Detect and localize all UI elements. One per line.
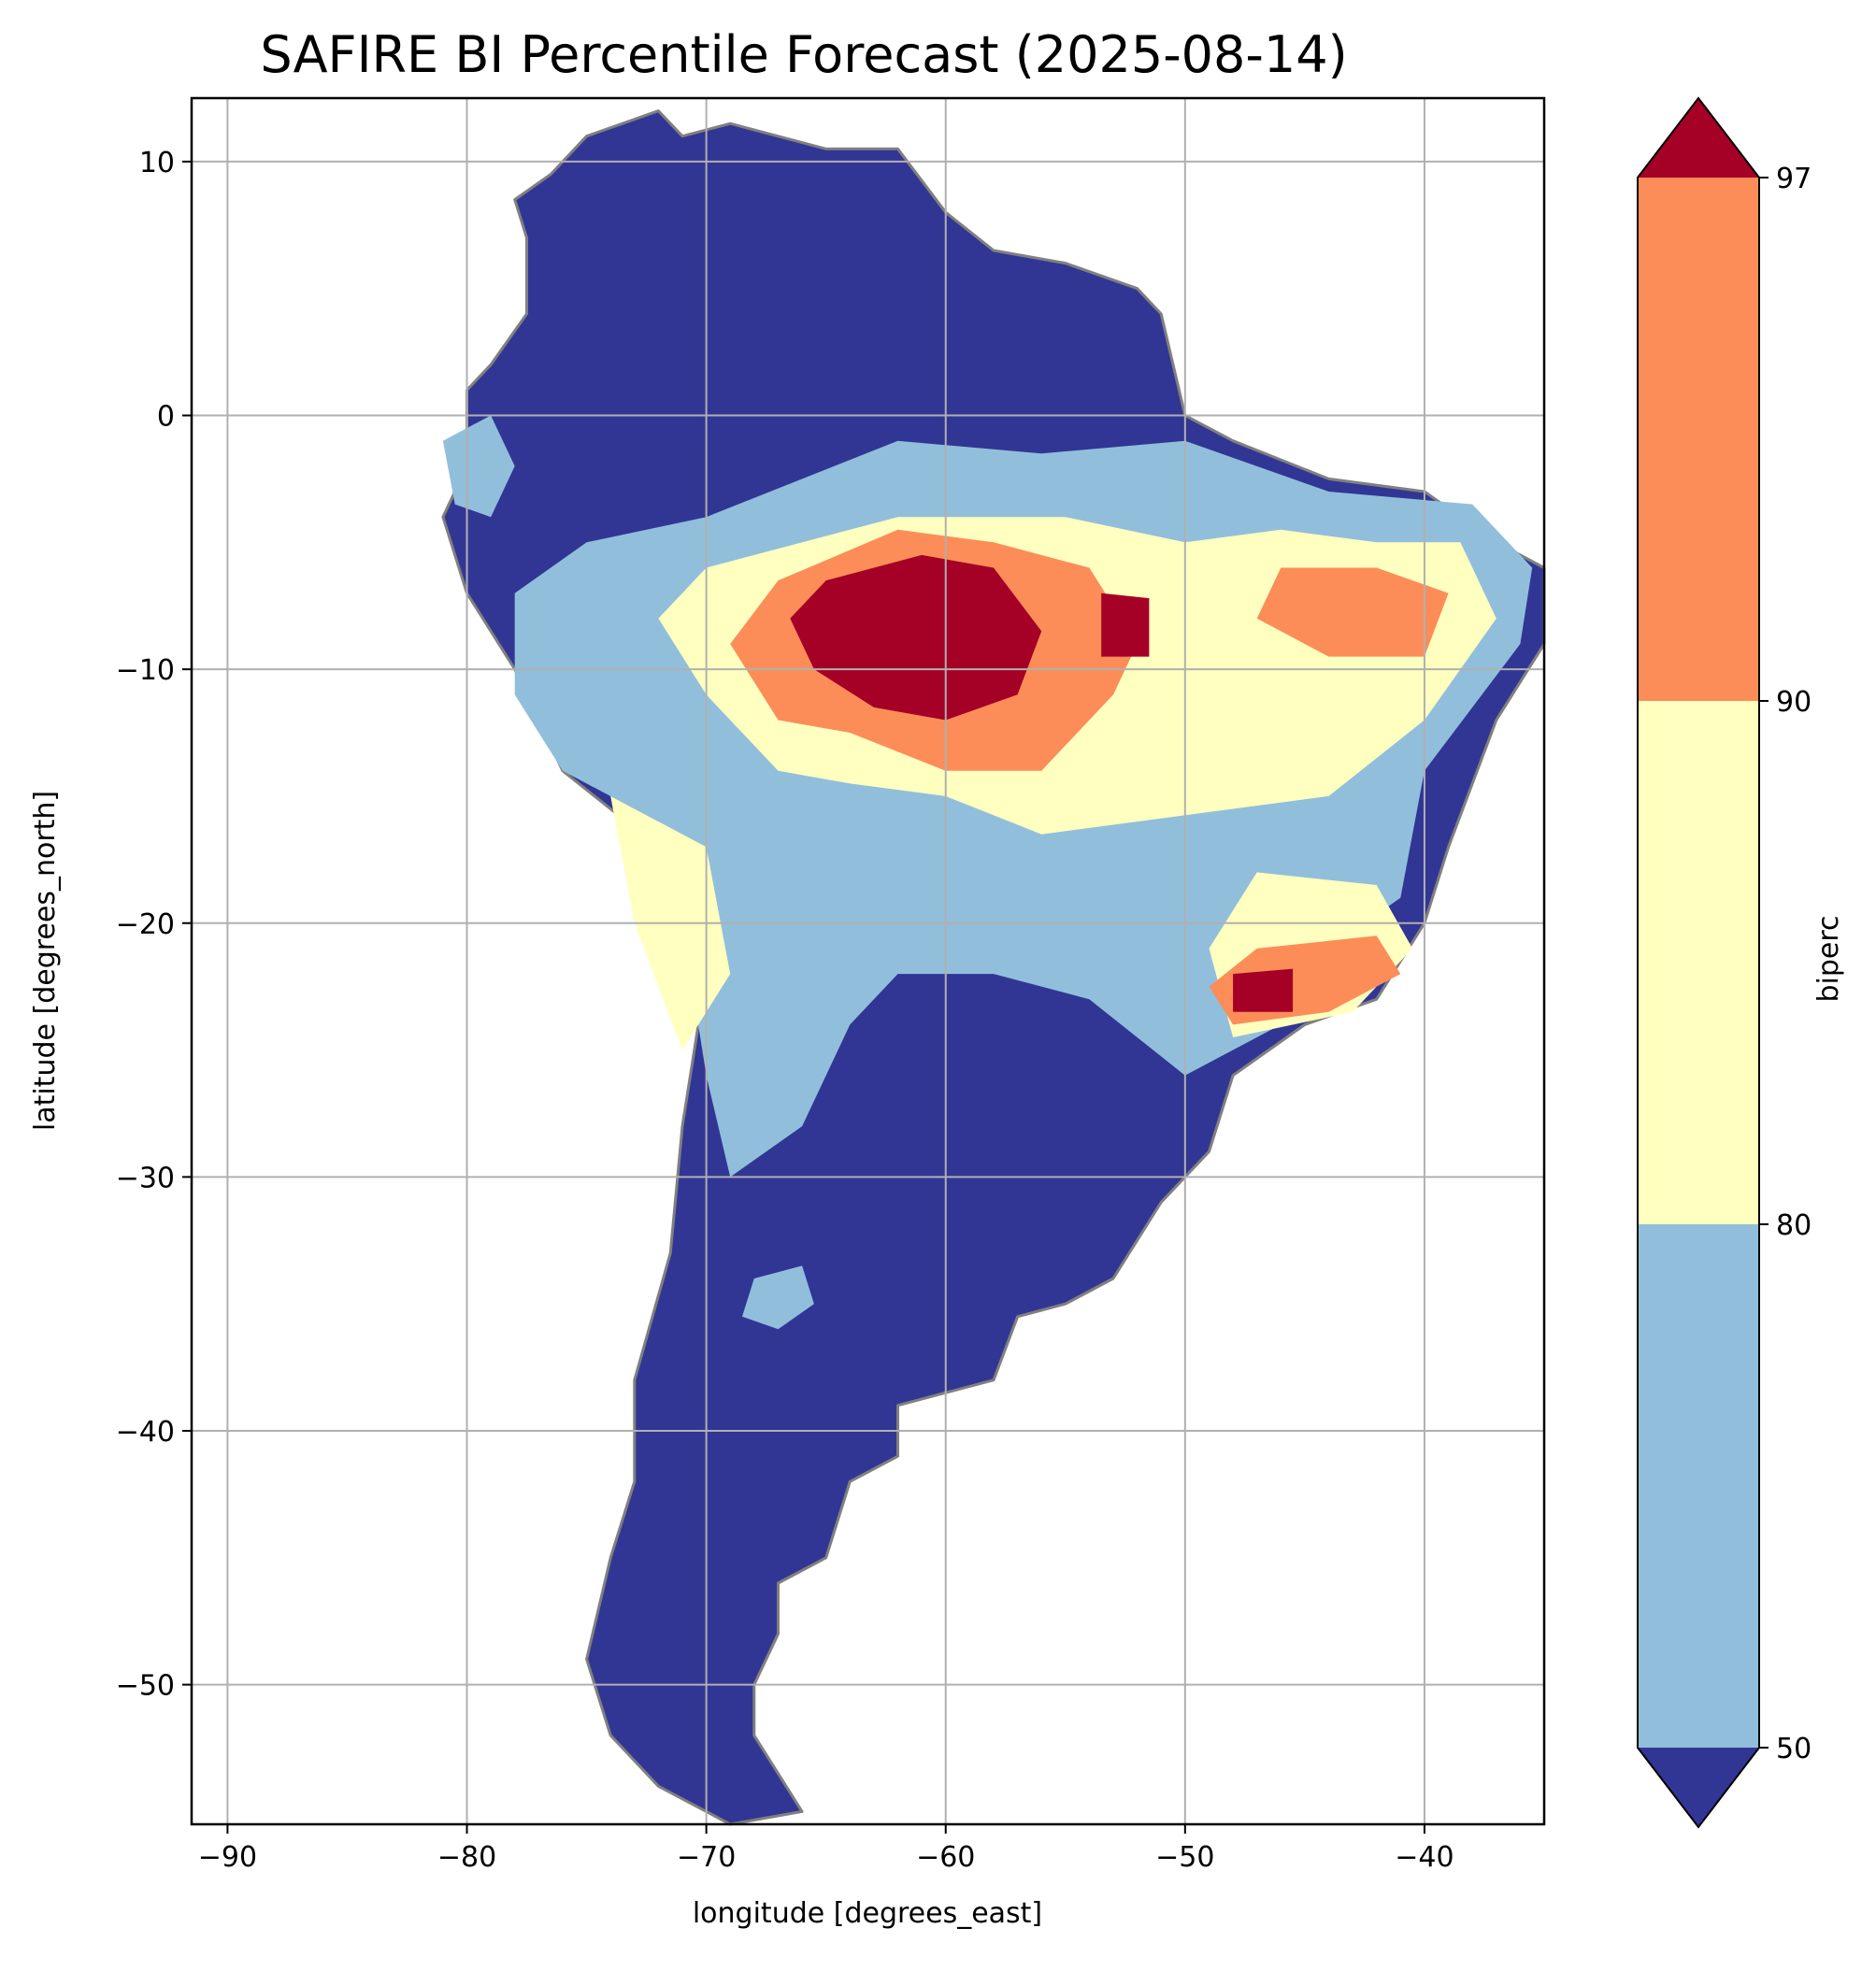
colorbar-tick-label: 97 (1776, 163, 1812, 195)
region-90-97-7 (1256, 567, 1449, 657)
colorbar-bin-2 (1638, 701, 1759, 1224)
colorbar-tick-label: 80 (1776, 1209, 1812, 1242)
map-title: SAFIRE BI Percentile Forecast (2025-08-1… (260, 25, 1347, 84)
colorbar-label: biperc (1812, 915, 1845, 1002)
map-axes: −90 −80 −70 −60 −50 −40 10 0 −10 −20 −30 −40 −50 (116, 96, 1546, 1874)
region-50-80-2 (742, 1265, 814, 1330)
colorbar: 50 80 90 97 biperc (1637, 96, 1845, 1829)
region-gt97-11 (1233, 968, 1294, 1012)
colorbar-bin-3 (1638, 178, 1759, 701)
x-axis-label: longitude [degrees_east] (693, 1897, 1042, 1930)
region-gt97-10 (1101, 593, 1150, 657)
x-tick-label: −40 (1395, 1841, 1454, 1874)
y-tick-label: 0 (157, 401, 175, 434)
colorbar-tick-label: 90 (1776, 686, 1812, 719)
x-tick-label: −50 (1155, 1841, 1214, 1874)
y-axis-label: latitude [degrees_north] (29, 791, 62, 1131)
region-50-80-1 (442, 415, 515, 518)
y-tick-label: 10 (139, 147, 175, 179)
y-axis-ticks: 10 0 −10 −20 −30 −40 −50 (116, 147, 192, 1703)
colorbar-tick-label: 50 (1776, 1733, 1812, 1765)
colorbar-bins (1637, 96, 1760, 1829)
gridlines (192, 98, 1544, 1824)
colorbar-extend-high (1638, 98, 1759, 178)
colorbar-extend-low (1638, 1748, 1759, 1827)
x-tick-label: −80 (437, 1841, 496, 1874)
map-frame (190, 96, 1546, 1826)
y-tick-label: −50 (116, 1670, 175, 1703)
x-tick-label: −60 (916, 1841, 975, 1874)
colorbar-ticks: 50 80 90 97 (1759, 163, 1812, 1765)
percentile-regions (442, 415, 1533, 1330)
y-tick-label: −40 (116, 1416, 175, 1449)
x-axis-ticks: −90 −80 −70 −60 −50 −40 (198, 1824, 1454, 1874)
y-tick-label: −20 (116, 908, 175, 941)
colorbar-bin-1 (1638, 1224, 1759, 1748)
y-tick-label: −30 (116, 1162, 175, 1194)
region-gt97-9 (790, 554, 1042, 721)
x-tick-label: −70 (677, 1841, 736, 1874)
y-tick-label: −10 (116, 654, 175, 687)
x-tick-label: −90 (198, 1841, 257, 1874)
